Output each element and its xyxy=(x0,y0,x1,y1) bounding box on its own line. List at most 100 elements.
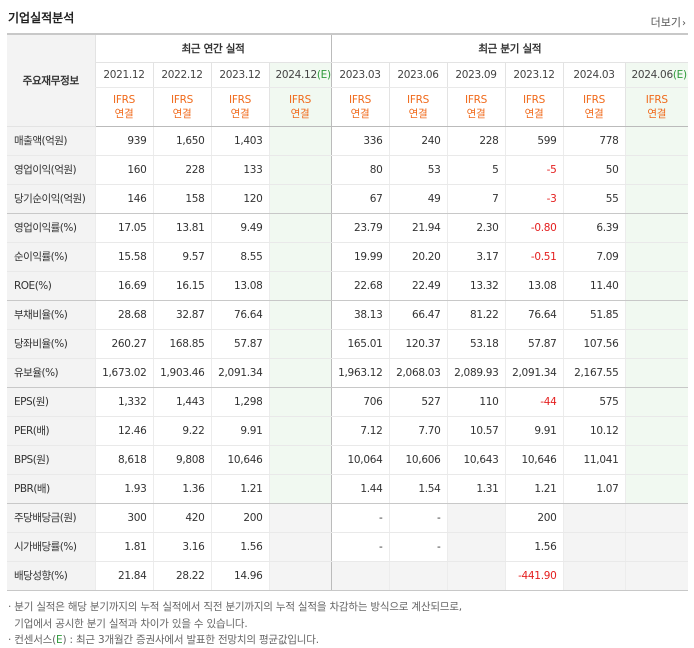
basis-consolidation: 연결 xyxy=(408,107,428,120)
table-cell xyxy=(268,213,331,243)
table-cell: 7.12 xyxy=(330,416,389,446)
basis-standard: IFRS xyxy=(523,93,545,106)
period-label: 2024.03 xyxy=(573,68,615,81)
table-cell: 599 xyxy=(504,126,563,156)
table-cell: 10,646 xyxy=(504,445,563,475)
row-label: 매출액(억원) xyxy=(7,126,95,156)
table-cell: 1.54 xyxy=(388,474,447,504)
table-cell xyxy=(624,532,688,562)
period-label: 2022.12 xyxy=(161,68,203,81)
table-cell: 158 xyxy=(152,184,211,214)
table-cell xyxy=(268,155,331,185)
basis-standard: IFRS xyxy=(113,93,135,106)
table-cell: 146 xyxy=(94,184,153,214)
table-cell: 939 xyxy=(94,126,153,156)
table-cell xyxy=(330,561,389,591)
row-label: 주당배당금(원) xyxy=(7,503,95,533)
table-cell xyxy=(624,242,688,272)
table-cell: 168.85 xyxy=(152,329,211,359)
footnote-3-suffix: ) : 최근 3개월간 증권사에서 발표한 전망치의 평균값입니다. xyxy=(62,634,319,646)
table-cell: 76.64 xyxy=(210,300,269,330)
table-cell: 49 xyxy=(388,184,447,214)
table-row: 순이익률(%) 15.58 9.57 8.55 19.99 20.20 3.17 -0.51 7… xyxy=(7,242,688,272)
more-link[interactable]: 더보기› xyxy=(651,14,686,30)
table-cell: - xyxy=(330,503,389,533)
footnote-2: 기업에서 공시한 분기 실적과 차이가 있을 수 있습니다. xyxy=(8,617,248,630)
period-label: 2023.12 xyxy=(513,68,555,81)
table-cell: 200 xyxy=(210,503,269,533)
table-cell: 16.69 xyxy=(94,271,153,301)
table-cell: 228 xyxy=(446,126,505,156)
table-cell xyxy=(624,561,688,591)
period-header: 2023.06 xyxy=(388,62,447,88)
table-cell: 53 xyxy=(388,155,447,185)
table-cell xyxy=(268,271,331,301)
table-cell xyxy=(268,503,331,533)
row-label: 영업이익률(%) xyxy=(7,213,95,243)
table-cell: 9.57 xyxy=(152,242,211,272)
table-cell: 13.81 xyxy=(152,213,211,243)
row-label: 당기순이익(억원) xyxy=(7,184,95,214)
table-row: 영업이익(억원) 160 228 133 80 53 5 -5 50 xyxy=(7,155,688,185)
row-label: PER(배) xyxy=(7,416,95,446)
basis-standard: IFRS xyxy=(407,93,429,106)
basis-standard: IFRS xyxy=(349,93,371,106)
table-cell: - xyxy=(388,503,447,533)
basis-standard: IFRS xyxy=(465,93,487,106)
table-cell: 80 xyxy=(330,155,389,185)
row-label: 배당성향(%) xyxy=(7,561,95,591)
table-cell: 13.32 xyxy=(446,271,505,301)
table-cell: 2,091.34 xyxy=(210,358,269,388)
table-cell: 1,403 xyxy=(210,126,269,156)
period-label: 2024.12 xyxy=(275,68,318,81)
table-cell: 3.16 xyxy=(152,532,211,562)
table-cell: 160 xyxy=(94,155,153,185)
table-cell: 165.01 xyxy=(330,329,389,359)
basis-consolidation: 연결 xyxy=(584,107,604,120)
table-cell xyxy=(562,503,625,533)
table-cell: 32.87 xyxy=(152,300,211,330)
table-cell xyxy=(624,329,688,359)
table-cell xyxy=(624,358,688,388)
basis-standard: IFRS xyxy=(645,93,668,106)
table-cell: 1,332 xyxy=(94,387,153,417)
table-row: 유보율(%) 1,673.02 1,903.46 2,091.34 1,963.12 2,… xyxy=(7,358,688,388)
table-cell xyxy=(446,561,505,591)
table-cell: 3.17 xyxy=(446,242,505,272)
basis-standard: IFRS xyxy=(171,93,193,106)
table-cell: 5 xyxy=(446,155,505,185)
table-cell: 15.58 xyxy=(94,242,153,272)
table-cell xyxy=(268,184,331,214)
basis-header: IFRS 연결 xyxy=(446,87,505,127)
table-cell: 9.49 xyxy=(210,213,269,243)
footnote-3-prefix: · 컨센서스( xyxy=(8,634,57,646)
table-cell: - xyxy=(330,532,389,562)
row-label: 영업이익(억원) xyxy=(7,155,95,185)
table-cell xyxy=(268,329,331,359)
table-cell: 22.49 xyxy=(388,271,447,301)
table-cell: 2,068.03 xyxy=(388,358,447,388)
section-title: 기업실적분석 xyxy=(8,11,75,25)
table-cell: 81.22 xyxy=(446,300,505,330)
row-label: ROE(%) xyxy=(7,271,95,301)
period-header: 2024.12(E) xyxy=(268,62,331,88)
period-label: 2021.12 xyxy=(103,68,145,81)
table-cell: 228 xyxy=(152,155,211,185)
period-header: 2023.12 xyxy=(210,62,269,88)
table-cell: 1,443 xyxy=(152,387,211,417)
table-cell: 17.05 xyxy=(94,213,153,243)
table-cell: 9.22 xyxy=(152,416,211,446)
table-cell xyxy=(268,474,331,504)
more-label: 더보기 xyxy=(650,16,681,29)
table-cell: 778 xyxy=(562,126,625,156)
table-cell: 38.13 xyxy=(330,300,389,330)
table-row: 주당배당금(원) 300 420 200- -200 xyxy=(7,503,688,533)
basis-header: IFRS 연결 xyxy=(94,87,153,127)
row-label: 당좌비율(%) xyxy=(7,329,95,359)
table-row: 영업이익률(%) 17.05 13.81 9.49 23.79 21.94 2.30 -0.8… xyxy=(7,213,688,243)
table-cell: 107.56 xyxy=(562,329,625,359)
table-cell: -3 xyxy=(504,184,563,214)
table-cell xyxy=(562,561,625,591)
period-header: 2024.03 xyxy=(562,62,625,88)
basis-consolidation: 연결 xyxy=(290,107,310,120)
